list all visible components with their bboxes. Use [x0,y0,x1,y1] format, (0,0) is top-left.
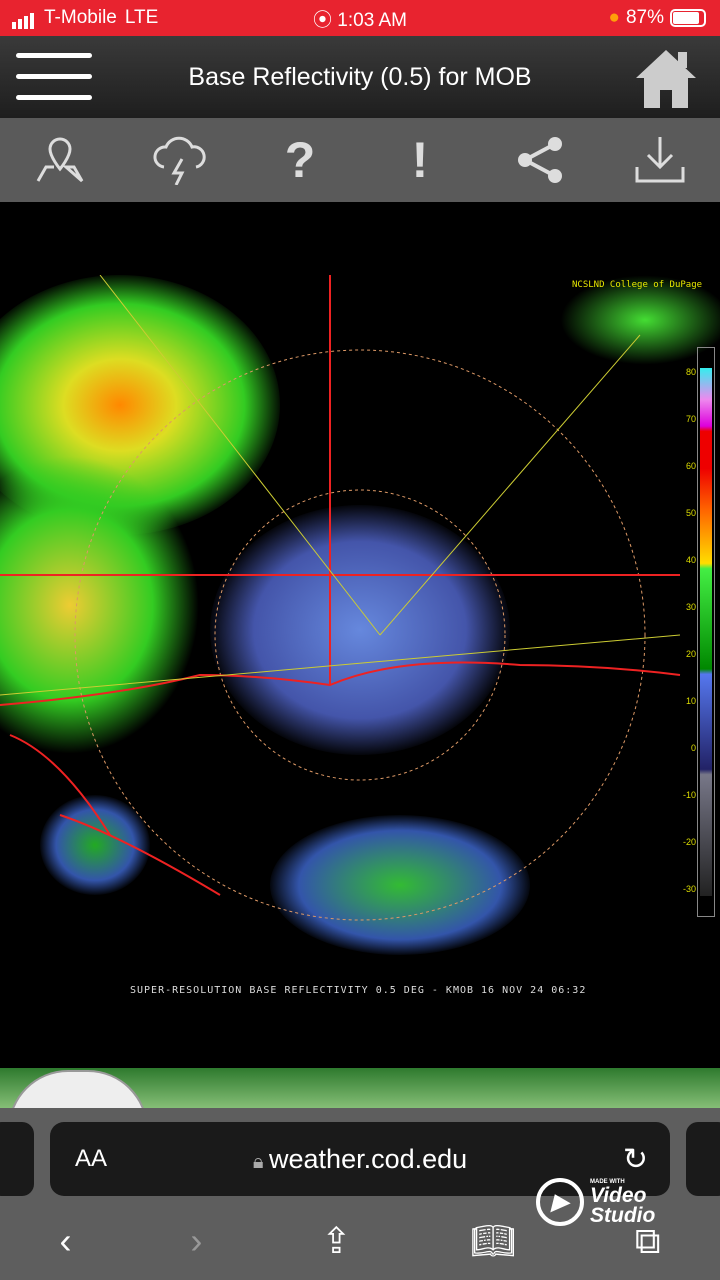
prev-tab[interactable] [0,1122,34,1196]
menu-icon[interactable] [16,53,92,116]
toolbar: ? ! [0,118,720,202]
app-header: Base Reflectivity (0.5) for MOB [0,36,720,118]
watermark-small: MADE WITH [590,1179,625,1185]
map-overlay [0,275,681,921]
radar-image[interactable]: NCSLND College of DuPage 80 70 60 50 40 … [0,275,720,1010]
time: 1:03 AM [337,9,407,31]
tabs-icon[interactable]: ⧉ [634,1220,661,1261]
share-icon[interactable] [505,125,575,195]
page-title: Base Reflectivity (0.5) for MOB [188,62,532,91]
scale-tick: 40 [685,555,696,565]
reflectivity-color-scale [697,347,715,917]
next-tab[interactable] [686,1122,720,1196]
battery-percent: 87% [625,7,664,28]
radar-caption: SUPER-RESOLUTION BASE REFLECTIVITY 0.5 D… [130,985,587,996]
reload-icon[interactable]: ↻ [622,1142,648,1176]
bookmarks-icon[interactable]: 📖︎ [470,1220,516,1261]
scale-tick: 80 [685,367,696,377]
scale-tick: 60 [685,461,696,471]
help-icon[interactable]: ? [284,132,316,188]
back-icon[interactable]: ‹ [59,1220,72,1261]
watermark: ▶ MADE WITH Video Studio [536,1178,670,1226]
map-pin-icon[interactable] [25,125,95,195]
scale-tick: -20 [682,837,696,847]
scale-tick: -30 [682,884,696,894]
play-icon: ▶ [536,1178,584,1226]
scale-tick: 20 [685,649,696,659]
scale-tick: 50 [685,508,696,518]
carrier: T-Mobile [44,7,117,28]
share-icon[interactable]: ⇪ [321,1220,352,1261]
signal-icon [12,7,36,29]
watermark-brand: Video Studio [590,1184,656,1227]
download-icon[interactable] [625,125,695,195]
reader-button[interactable]: AA [75,1145,108,1172]
scale-tick: 30 [685,602,696,612]
storm-icon[interactable] [145,125,215,195]
browser-bar: AA 🔒︎ weather.cod.edu ↻ ‹ › ⇪ 📖︎ ⧉ [0,1108,720,1280]
network: LTE [124,7,159,28]
url-text[interactable]: weather.cod.edu [269,1143,468,1174]
scale-tick: -10 [682,790,696,800]
status-bar: T-Mobile LTE ⦿ 1:03 AM ● 87% [0,0,720,36]
source-label: NCSLND College of DuPage [572,280,703,290]
scale-tick: 70 [685,414,696,424]
home-icon[interactable] [634,46,698,110]
recording-icon: ⦿ [313,9,338,31]
battery-icon [670,9,706,27]
low-power-dot-icon: ● [608,7,620,28]
scale-tick: 0 [690,743,696,753]
alert-icon[interactable]: ! [411,132,429,188]
forward-icon[interactable]: › [190,1220,203,1261]
scale-tick: 10 [685,696,696,706]
lock-icon: 🔒︎ [252,1150,270,1173]
